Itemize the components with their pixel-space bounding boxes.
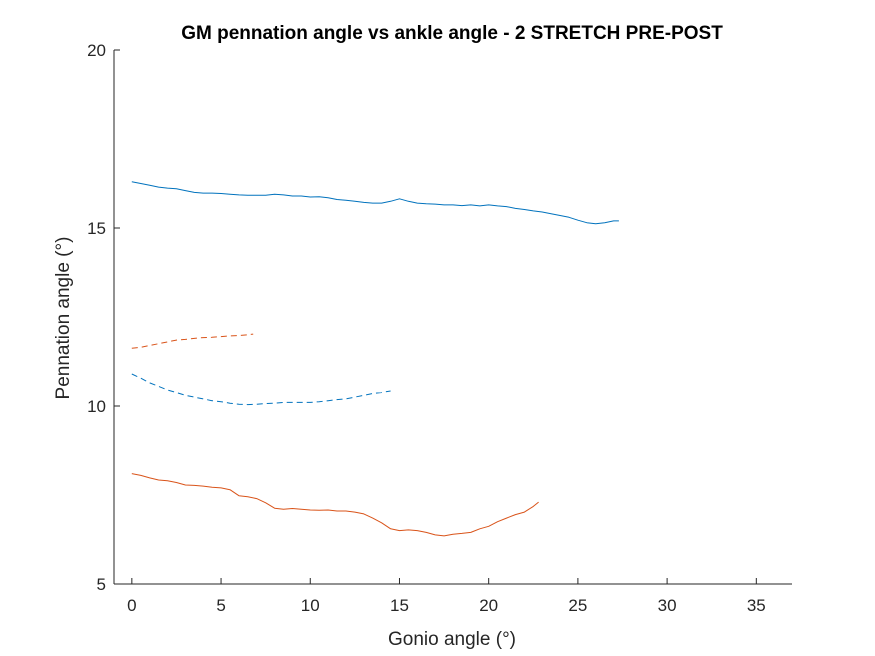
x-tick-label: 30: [658, 596, 677, 615]
chart-title: GM pennation angle vs ankle angle - 2 ST…: [181, 23, 723, 44]
x-tick-label: 25: [568, 596, 587, 615]
y-tick-label: 10: [87, 397, 106, 416]
y-tick-label: 15: [87, 219, 106, 238]
axes: 0 5 10 15 20 25 30 35 5 10 15 20: [87, 41, 792, 615]
x-axis-label: Gonio angle (°): [388, 629, 516, 650]
series-line-4-solid: [131, 473, 539, 537]
x-tick-label: 5: [216, 596, 225, 615]
series-line-3-dashed: [131, 333, 254, 349]
x-tick-label: 10: [301, 596, 320, 615]
y-tick-label: 5: [97, 575, 106, 594]
y-tick-label: 20: [87, 41, 106, 60]
x-tick-label: 35: [747, 596, 766, 615]
plot-series-group: [131, 181, 619, 537]
series-line-2-dashed: [131, 373, 391, 406]
series-line-1-solid: [131, 181, 619, 225]
x-tick-label: 0: [127, 596, 136, 615]
x-tick-label: 20: [479, 596, 498, 615]
y-axis-label: Pennation angle (°): [53, 237, 74, 400]
x-tick-label: 15: [390, 596, 409, 615]
